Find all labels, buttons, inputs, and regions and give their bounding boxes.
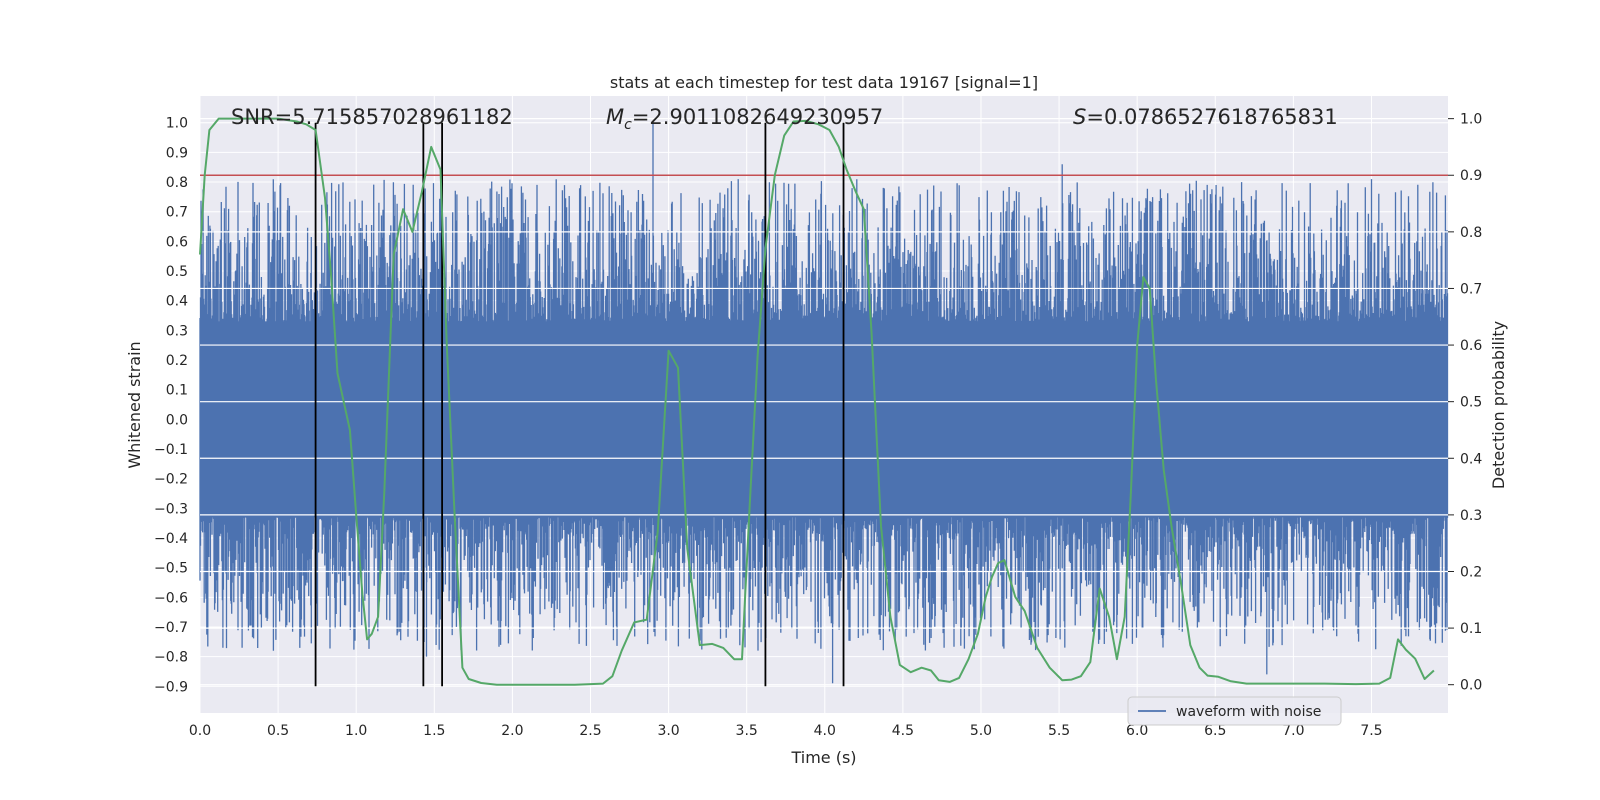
y-left-tick-label: −0.6 (154, 590, 188, 606)
y-right-tick-label: 0.2 (1460, 564, 1482, 580)
y-left-tick-label: −0.8 (154, 650, 188, 666)
y-right-tick-label: 0.8 (1460, 225, 1482, 241)
x-tick-label: 7.0 (1282, 723, 1304, 739)
y-right-tick-label: 0.0 (1460, 678, 1482, 694)
y-left-tick-label: 0.8 (166, 175, 188, 191)
chart-title: stats at each timestep for test data 191… (610, 73, 1038, 92)
x-tick-label: 4.0 (814, 723, 836, 739)
s-value: =0.0786527618765831 (1086, 105, 1337, 129)
x-tick-label: 5.0 (970, 723, 992, 739)
y-left-tick-label: 0.1 (166, 383, 188, 399)
y-left-tick-label: 0.0 (166, 412, 188, 428)
y-left-tick-label: 0.6 (166, 234, 188, 250)
y-left-tick-label: 1.0 (166, 116, 188, 132)
legend-box (1127, 696, 1342, 726)
y-left-tick-label: −0.5 (154, 561, 188, 577)
x-tick-label: 0.5 (267, 723, 289, 739)
y-right-tick-label: 0.6 (1460, 338, 1482, 354)
x-tick-label: 4.5 (892, 723, 914, 739)
y-left-tick-label: −0.3 (154, 501, 188, 517)
y-right-tick-label: 0.1 (1460, 621, 1482, 637)
y-left-tick-label: 0.3 (166, 323, 188, 339)
x-tick-label: 0.0 (189, 723, 211, 739)
snr-annotation: SNR=5.715857028961182 (231, 105, 513, 129)
y-right-tick-label: 0.7 (1460, 281, 1482, 297)
x-tick-label: 1.0 (345, 723, 367, 739)
mc-value: =2.9011082649230957 (632, 105, 883, 129)
y-right-tick-label: 0.3 (1460, 508, 1482, 524)
y-left-tick-label: 0.4 (166, 294, 188, 310)
y-left-tick-label: 0.7 (166, 205, 188, 221)
y-left-tick-label: −0.1 (154, 442, 188, 458)
x-tick-label: 2.5 (579, 723, 601, 739)
x-tick-label: 7.5 (1360, 723, 1382, 739)
legend-label: waveform with noise (1176, 704, 1321, 720)
x-tick-label: 3.0 (657, 723, 679, 739)
y-right-tick-label: 0.5 (1460, 395, 1482, 411)
x-tick-label: 1.5 (423, 723, 445, 739)
y-left-tick-label: 0.5 (166, 264, 188, 280)
axis-ticks: 0.0 0.5 1.0 1.5 2.0 2.5 3.0 3.5 4.0 4.5 5.0 5.5 6.0 6… (154, 112, 1482, 739)
y-right-tick-label: 0.4 (1460, 451, 1482, 467)
probability-series (199, 117, 1435, 686)
x-tick-label: 3.5 (736, 723, 758, 739)
x-tick-label: 6.5 (1204, 723, 1226, 739)
y-left-tick-label: −0.7 (154, 620, 188, 636)
mc-symbol: M (606, 105, 624, 129)
y-left-tick-label: 0.2 (166, 353, 188, 369)
y-left-tick-label: 0.9 (166, 145, 188, 161)
y-left-tick-label: −0.2 (154, 472, 188, 488)
probability-line (199, 117, 1435, 686)
x-tick-label: 5.5 (1048, 723, 1070, 739)
x-tick-label: 2.0 (501, 723, 523, 739)
y-axis-label-left: Whitened strain (125, 341, 144, 468)
y-left-tick-label: −0.9 (154, 679, 188, 695)
x-axis-label: Time (s) (790, 748, 856, 767)
y-axis-label-right: Detection probability (1489, 321, 1508, 489)
x-tick-label: 6.0 (1126, 723, 1148, 739)
y-right-tick-label: 1.0 (1460, 112, 1482, 128)
mc-subscript: c (624, 117, 632, 133)
chirp-mass-annotation: Mc=2.9011082649230957 (606, 105, 883, 133)
s-annotation: S=0.0786527618765831 (1073, 105, 1338, 129)
y-right-tick-label: 0.9 (1460, 168, 1482, 184)
s-symbol: S (1073, 105, 1086, 129)
legend: waveform with noise (1127, 696, 1342, 726)
y-left-tick-label: −0.4 (154, 531, 188, 547)
